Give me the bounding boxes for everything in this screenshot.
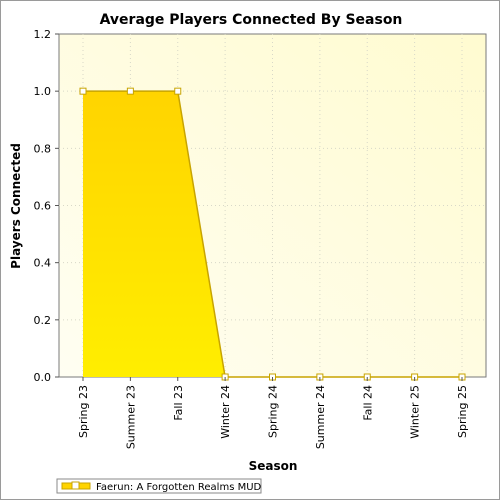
- x-tick-label: Spring 23: [77, 385, 90, 438]
- x-tick-label: Summer 23: [124, 385, 137, 449]
- legend-marker: [71, 481, 80, 490]
- x-tick-label: Spring 25: [456, 385, 469, 438]
- y-tick-label: 0.0: [34, 371, 52, 384]
- x-tick-label: Winter 24: [219, 385, 232, 439]
- chart-title: Average Players Connected By Season: [100, 12, 403, 28]
- y-tick-label: 0.8: [34, 142, 52, 155]
- data-point: [126, 87, 134, 95]
- y-tick-label: 1.2: [34, 28, 52, 41]
- data-point: [174, 87, 182, 95]
- x-tick-label: Fall 23: [172, 385, 185, 421]
- x-tick-label: Fall 24: [361, 385, 374, 421]
- x-tick-label: Spring 24: [267, 385, 280, 438]
- y-axis-title: Players Connected: [9, 143, 23, 269]
- y-tick-label: 0.2: [34, 314, 52, 327]
- legend: Faerun: A Forgotten Realms MUD: [56, 478, 262, 494]
- x-axis-title: Season: [249, 459, 298, 473]
- x-axis: Spring 23 Summer 23 Fall 23 Winter 24 Spring…: [77, 377, 469, 449]
- y-axis: 0.0 0.2 0.4 0.6 0.8 1.0 1.2: [34, 28, 59, 384]
- y-tick-label: 0.4: [34, 257, 52, 270]
- legend-series-label: Faerun: A Forgotten Realms MUD: [96, 482, 262, 493]
- data-point: [79, 87, 87, 95]
- y-tick-label: 1.0: [34, 85, 52, 98]
- series-area-fill: [83, 91, 462, 378]
- y-tick-label: 0.6: [34, 200, 52, 213]
- x-tick-label: Winter 25: [409, 385, 422, 439]
- legend-box: [56, 478, 262, 494]
- x-tick-label: Summer 24: [314, 385, 327, 449]
